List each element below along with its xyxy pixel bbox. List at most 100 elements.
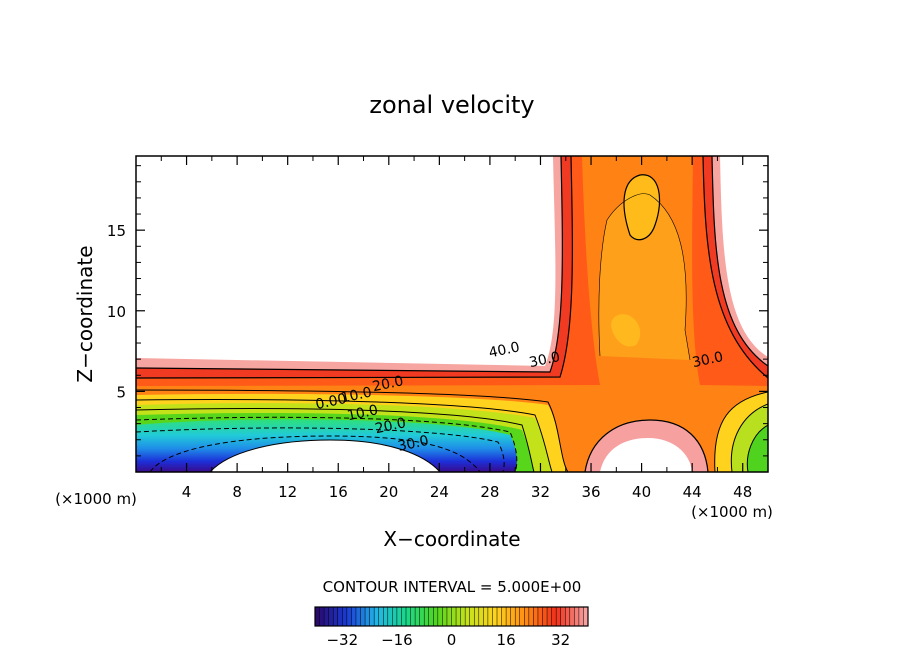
- colorbar-cell: [474, 607, 480, 626]
- colorbar-frame: [314, 606, 589, 627]
- colorbar-cell: [319, 607, 325, 626]
- x-tick-label: 12: [278, 483, 297, 501]
- contour-core: [623, 174, 661, 241]
- contour-40-right: [711, 156, 768, 367]
- x-tick-label: 28: [480, 483, 499, 501]
- colorbar-cell: [537, 607, 543, 626]
- core-yellow-orange-2: [611, 314, 641, 347]
- x-tick-label: 32: [531, 483, 550, 501]
- colorbar-cell: [328, 607, 334, 626]
- contour-right-neg: [746, 424, 768, 472]
- colorbar-cell: [360, 607, 366, 626]
- contour-20: [136, 389, 569, 472]
- colorbar-tick-label: −16: [381, 631, 413, 649]
- contour-30-right: [702, 156, 768, 379]
- contour-label: 40.0: [487, 339, 521, 361]
- colorbar-cell: [446, 607, 452, 626]
- colorbar-cell: [501, 607, 507, 626]
- colorbar-cell: [410, 607, 416, 626]
- colorbar-cell: [365, 607, 370, 626]
- contour-label: 20.0: [374, 415, 408, 437]
- y-tick-label: 5: [116, 383, 126, 401]
- colorbar-tick-label: 0: [447, 631, 457, 649]
- dome-white: [210, 440, 440, 472]
- colorbar-cell: [442, 607, 448, 626]
- y-tick-label: 15: [107, 222, 126, 240]
- y-axis-label: Z−coordinate: [73, 245, 97, 382]
- contour-right-0: [730, 403, 768, 472]
- contour-label: 0.00: [314, 391, 348, 413]
- colorbar-cell: [519, 607, 525, 626]
- colorbar-cell: [510, 607, 516, 626]
- contour-label: 30.0: [691, 349, 725, 371]
- x-tick-label: 4: [182, 483, 192, 501]
- colorbar-cell: [528, 607, 534, 626]
- colorbar-cell: [451, 607, 457, 626]
- band-green-right: [747, 425, 768, 472]
- colorbar-cell: [406, 607, 411, 626]
- colorbar-cell: [369, 607, 375, 626]
- colorbar-cell: [487, 607, 493, 626]
- colorbar-cell: [424, 607, 430, 626]
- contour-30: [136, 156, 573, 379]
- colorbar-cell: [533, 607, 539, 626]
- x-tick-label: 16: [329, 483, 348, 501]
- colorbar-cell: [387, 607, 393, 626]
- colorbar-cell: [355, 607, 361, 626]
- contour-label: 30.0: [528, 349, 562, 371]
- contour-neg10: [136, 416, 518, 472]
- x-unit-left: (×1000 m): [55, 490, 137, 508]
- contour-right-10: [714, 391, 768, 472]
- x-tick-label: 24: [430, 483, 449, 501]
- colorbar-cell: [465, 607, 470, 626]
- colorbar-cell: [492, 607, 498, 626]
- colorbar-cell: [333, 607, 339, 626]
- colorbar-cell: [433, 607, 439, 626]
- colorbar-cell: [374, 607, 379, 626]
- contour-lines: [136, 156, 768, 472]
- contour-label: 20.0: [371, 373, 405, 395]
- colorbar-cell: [569, 607, 575, 626]
- colorbar-cell: [556, 607, 561, 626]
- colorbar-cell: [378, 607, 384, 626]
- contour-inner: [598, 193, 691, 361]
- x-tick-label: 20: [379, 483, 398, 501]
- colorbar-cell: [547, 607, 552, 626]
- colorbar-cell: [469, 607, 475, 626]
- contour-interval-text: CONTOUR INTERVAL = 5.000E+00: [323, 578, 582, 596]
- colorbar-cell: [578, 607, 584, 626]
- colorbar-cell: [560, 607, 566, 626]
- colorbar-cell: [460, 607, 466, 626]
- contour-10: [136, 399, 553, 472]
- colorbar-cell: [478, 607, 484, 626]
- colorbar-cell: [583, 607, 589, 626]
- colorbar-cell: [415, 607, 420, 626]
- colorbar-cell: [342, 607, 348, 626]
- pocket-white: [600, 438, 692, 472]
- colorbar-cell: [383, 607, 389, 626]
- colorbar-cell: [574, 607, 580, 626]
- x-tick-label: 44: [683, 483, 702, 501]
- colorbar-cell: [401, 607, 407, 626]
- contour-pocket: [584, 419, 709, 472]
- x-unit-right: (×1000 m): [691, 503, 773, 521]
- core-yellow-orange: [624, 174, 660, 240]
- colorbar-cell: [506, 607, 511, 626]
- colorbar-cell: [551, 607, 557, 626]
- colorbar-cell: [428, 607, 434, 626]
- colorbar-cell: [315, 607, 320, 626]
- colorbar-cell: [337, 607, 343, 626]
- colorbar-cell: [324, 607, 329, 626]
- colorbar-cell: [392, 607, 398, 626]
- colorbar-tick-label: 32: [551, 631, 570, 649]
- x-tick-label: 48: [733, 483, 752, 501]
- chart-title: zonal velocity: [369, 91, 534, 119]
- contour-neg20: [136, 427, 505, 472]
- x-tick-label: 8: [232, 483, 242, 501]
- colorbar: −32 −16 0 16 32: [314, 606, 589, 649]
- plot-frame: [135, 155, 769, 473]
- contour-label: 10.0: [346, 402, 380, 424]
